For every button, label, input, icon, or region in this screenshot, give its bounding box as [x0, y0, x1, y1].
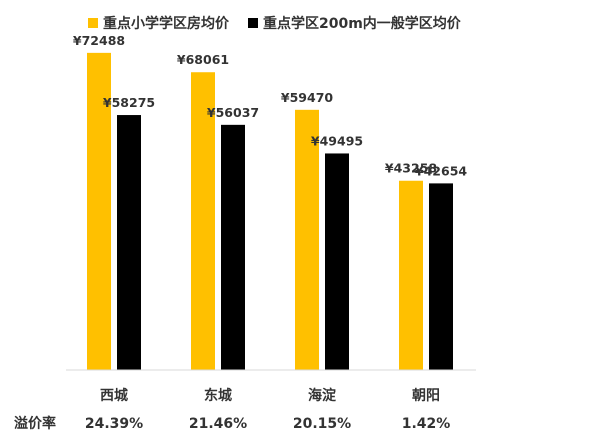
- premium-rate-3: 20.15%: [293, 416, 351, 432]
- premium-row-title: 溢价率: [14, 415, 56, 432]
- category-label-1: 西城: [100, 387, 128, 404]
- category-labels: 西城 东城 海淀 朝阳: [100, 387, 440, 404]
- bar-series-1-3: [295, 109, 319, 370]
- category-label-3: 海淀: [308, 387, 337, 404]
- bar-series-1-2: [191, 72, 215, 370]
- data-label-series-1-3: ¥59470: [281, 90, 333, 105]
- bar-series-1-1: [87, 52, 111, 371]
- bars-group: [87, 52, 453, 371]
- legend: 重点小学学区房均价 重点学区200m内一般学区均价: [88, 15, 462, 32]
- premium-rate-values: 24.39% 21.46% 20.15% 1.42%: [85, 416, 450, 432]
- data-label-series-1-1: ¥72488: [73, 33, 125, 48]
- data-label-series-2-1: ¥58275: [103, 95, 155, 110]
- bar-series-2-3: [325, 153, 349, 370]
- data-label-series-2-3: ¥49495: [311, 133, 363, 148]
- legend-label-series-2: 重点学区200m内一般学区均价: [263, 15, 462, 32]
- premium-rate-2: 21.46%: [189, 416, 247, 432]
- data-label-series-2-2: ¥56037: [207, 105, 259, 120]
- premium-rate-1: 24.39%: [85, 416, 143, 432]
- legend-swatch-series-2: [248, 18, 258, 28]
- data-labels-group: ¥72488 ¥58275 ¥68061 ¥56037 ¥59470 ¥49495 ¥432…: [73, 33, 467, 179]
- bar-series-2-1: [117, 115, 141, 370]
- data-label-series-2-4: ¥42654: [415, 163, 467, 178]
- legend-swatch-series-1: [88, 18, 98, 28]
- premium-rate-4: 1.42%: [402, 416, 451, 432]
- category-label-4: 朝阳: [412, 387, 440, 404]
- data-label-series-1-2: ¥68061: [177, 52, 229, 67]
- legend-label-series-1: 重点小学学区房均价: [103, 15, 230, 32]
- data-label-series-1-4: ¥43258: [385, 161, 437, 176]
- category-label-2: 东城: [204, 387, 232, 404]
- bar-series-1-4: [399, 180, 423, 370]
- bar-series-2-4: [429, 183, 453, 370]
- bar-series-2-2: [221, 124, 245, 370]
